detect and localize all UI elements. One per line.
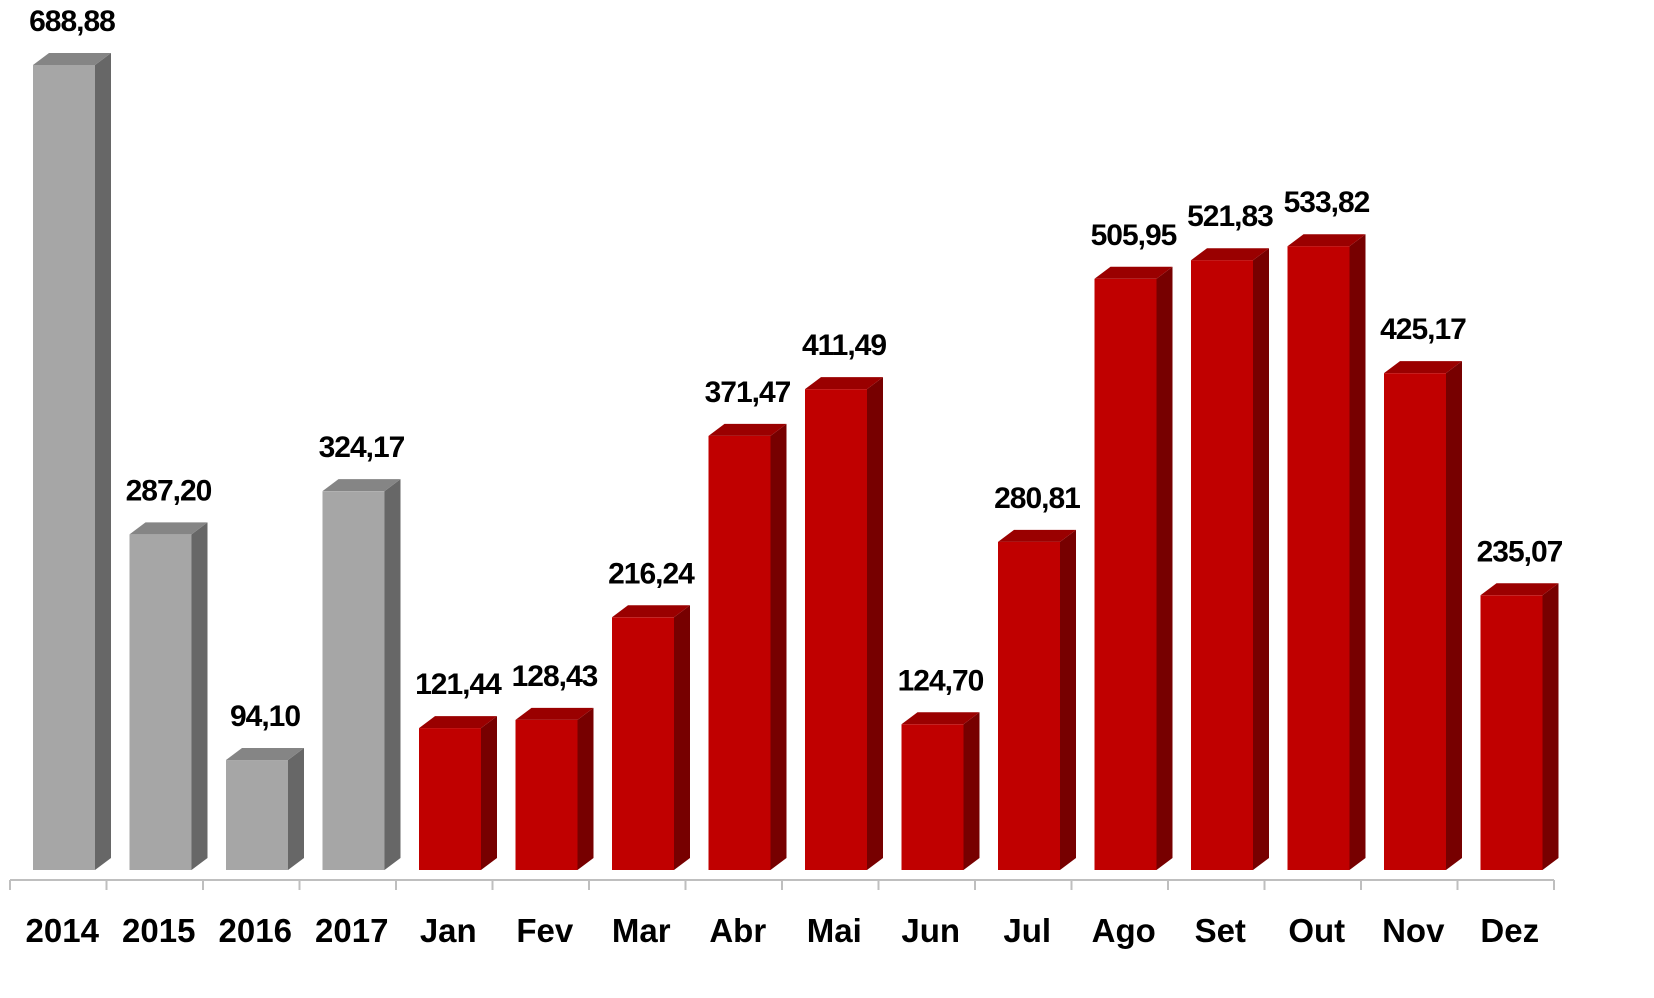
bar-side xyxy=(1446,361,1462,870)
bar-side xyxy=(770,423,787,870)
bar-top xyxy=(129,522,208,535)
bar-top xyxy=(1094,266,1173,279)
x-tick-label: 2016 xyxy=(219,912,292,949)
x-tick-label: Fev xyxy=(516,912,574,949)
data-label: 425,17 xyxy=(1380,313,1466,346)
bar xyxy=(998,541,1060,870)
bar-top xyxy=(322,479,401,492)
data-label: 521,83 xyxy=(1187,200,1273,233)
bar-side xyxy=(577,707,594,870)
data-label: 411,49 xyxy=(802,329,886,362)
bar-top xyxy=(708,423,787,436)
data-label: 216,24 xyxy=(608,557,695,590)
bar-top xyxy=(805,377,883,390)
bar xyxy=(129,534,192,870)
bar-top xyxy=(226,748,304,761)
bar xyxy=(515,719,578,870)
bar-top xyxy=(515,707,594,720)
bar-side xyxy=(1542,583,1559,870)
bar-top xyxy=(419,716,497,729)
bar-side xyxy=(867,377,883,870)
x-tick-label: 2017 xyxy=(315,912,388,949)
data-label: 533,82 xyxy=(1284,186,1370,219)
bar xyxy=(322,491,385,870)
data-label: 121,44 xyxy=(415,668,502,701)
bar xyxy=(1191,260,1253,871)
bar-side xyxy=(481,716,497,870)
bar xyxy=(1384,373,1446,870)
x-tick-label: Ago xyxy=(1092,912,1156,949)
data-label: 124,70 xyxy=(898,664,984,697)
bar xyxy=(805,389,867,870)
bar-top xyxy=(1287,234,1366,247)
bar xyxy=(1480,595,1543,870)
x-tick-label: Set xyxy=(1195,912,1246,949)
bar-top xyxy=(33,53,111,65)
x-tick-label: Dez xyxy=(1480,912,1539,949)
bar-side xyxy=(191,522,208,870)
data-label: 287,20 xyxy=(126,474,212,507)
data-label: 94,10 xyxy=(230,700,300,733)
bar-side xyxy=(384,479,401,870)
x-tick-label: 2014 xyxy=(26,912,100,949)
bar-top xyxy=(612,605,690,618)
bar-side xyxy=(1156,266,1173,870)
bar-top xyxy=(901,712,980,725)
bar-side xyxy=(1060,529,1076,870)
bar-top xyxy=(1480,583,1559,596)
bar-side xyxy=(1253,248,1269,871)
bar-side xyxy=(95,53,111,870)
data-label: 505,95 xyxy=(1091,219,1177,252)
x-tick-label: Jun xyxy=(901,912,960,949)
x-tick-label: Mar xyxy=(612,912,671,949)
bar-side xyxy=(288,748,304,870)
bar xyxy=(419,728,481,870)
data-label: 688,88 xyxy=(29,5,115,38)
bar xyxy=(901,724,964,870)
data-label: 128,43 xyxy=(512,660,598,693)
bar xyxy=(708,435,771,870)
bar xyxy=(33,65,95,870)
data-label: 235,07 xyxy=(1477,535,1563,568)
bar-side xyxy=(674,605,690,870)
x-tick-label: Nov xyxy=(1382,912,1445,949)
x-tick-label: Out xyxy=(1288,912,1345,949)
data-label: 280,81 xyxy=(994,482,1080,515)
bar-side xyxy=(1349,234,1366,870)
bar-top xyxy=(998,529,1076,542)
bar-top xyxy=(1191,248,1269,261)
bar xyxy=(1094,278,1157,870)
bar-side xyxy=(963,712,980,870)
x-tick-label: Mai xyxy=(807,912,862,949)
bar xyxy=(1287,246,1350,870)
bar-top xyxy=(1384,361,1462,374)
x-tick-label: Abr xyxy=(709,912,766,949)
bar xyxy=(612,617,674,870)
data-label: 324,17 xyxy=(319,431,405,464)
data-label: 371,47 xyxy=(705,376,791,409)
x-tick-label: Jul xyxy=(1003,912,1051,949)
x-tick-label: 2015 xyxy=(122,912,195,949)
x-tick-label: Jan xyxy=(420,912,477,949)
bar xyxy=(226,760,288,870)
